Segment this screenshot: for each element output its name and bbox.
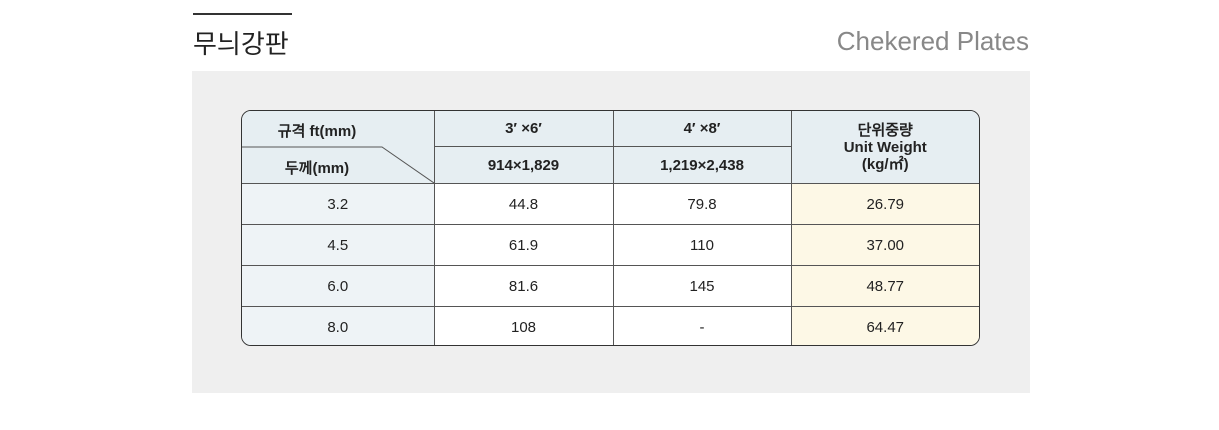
table-cell: 26.79 bbox=[790, 183, 979, 225]
table-row: 6.0 81.6 145 48.77 bbox=[242, 265, 979, 307]
corner-bottom: 두께(mm) bbox=[284, 160, 350, 177]
corner-lines bbox=[242, 146, 434, 183]
table-frame: 규격 ft(mm) 두께(mm) 3′ ×6′ 4′ ×8′ 단위중량 Unit… bbox=[241, 110, 980, 346]
table-cell: 4.5 bbox=[242, 224, 435, 266]
table-cell: 61.9 bbox=[433, 224, 614, 266]
table-cell: - bbox=[612, 306, 792, 345]
title-rule bbox=[193, 13, 292, 15]
table-cell: 37.00 bbox=[790, 224, 979, 266]
table-row: 4.5 61.9 110 37.00 bbox=[242, 224, 979, 266]
table-cell: 108 bbox=[433, 306, 614, 345]
table-cell: 3.2 bbox=[242, 183, 435, 225]
table-cell: 145 bbox=[612, 265, 792, 307]
table-cell: 79.8 bbox=[612, 183, 792, 225]
table-row: 3.2 44.8 79.8 26.79 bbox=[242, 183, 979, 225]
table-cell: 8.0 bbox=[242, 306, 435, 345]
unit-cell: 단위중량 Unit Weight (kg/㎡) bbox=[790, 111, 979, 184]
table-cell: 44.8 bbox=[433, 183, 614, 225]
corner-top: 규격 ft(mm) bbox=[277, 123, 357, 140]
table: 규격 ft(mm) 두께(mm) 3′ ×6′ 4′ ×8′ 단위중량 Unit… bbox=[242, 111, 979, 345]
header-cell: 1,219×2,438 bbox=[612, 146, 792, 184]
header-cell: 3′ ×6′ bbox=[433, 111, 614, 148]
subtitle: Chekered Plates bbox=[836, 26, 1029, 56]
header-cell: 914×1,829 bbox=[433, 146, 614, 184]
unit-ko: 단위중량 bbox=[857, 121, 913, 139]
title: 무늬강판 bbox=[193, 29, 289, 59]
table-cell: 48.77 bbox=[790, 265, 979, 307]
table-cell: 6.0 bbox=[242, 265, 435, 307]
unit-en: Unit Weight bbox=[843, 138, 927, 156]
corner-cell: 규격 ft(mm) 두께(mm) bbox=[242, 111, 435, 184]
table-cell: 110 bbox=[612, 224, 792, 266]
header-cell: 4′ ×8′ bbox=[612, 111, 792, 148]
table-row: 8.0 108-64.47 bbox=[242, 306, 979, 345]
table-cell: 81.6 bbox=[433, 265, 614, 307]
unit-units: (kg/㎡) bbox=[861, 155, 909, 173]
table-cell: 64.47 bbox=[790, 306, 979, 345]
